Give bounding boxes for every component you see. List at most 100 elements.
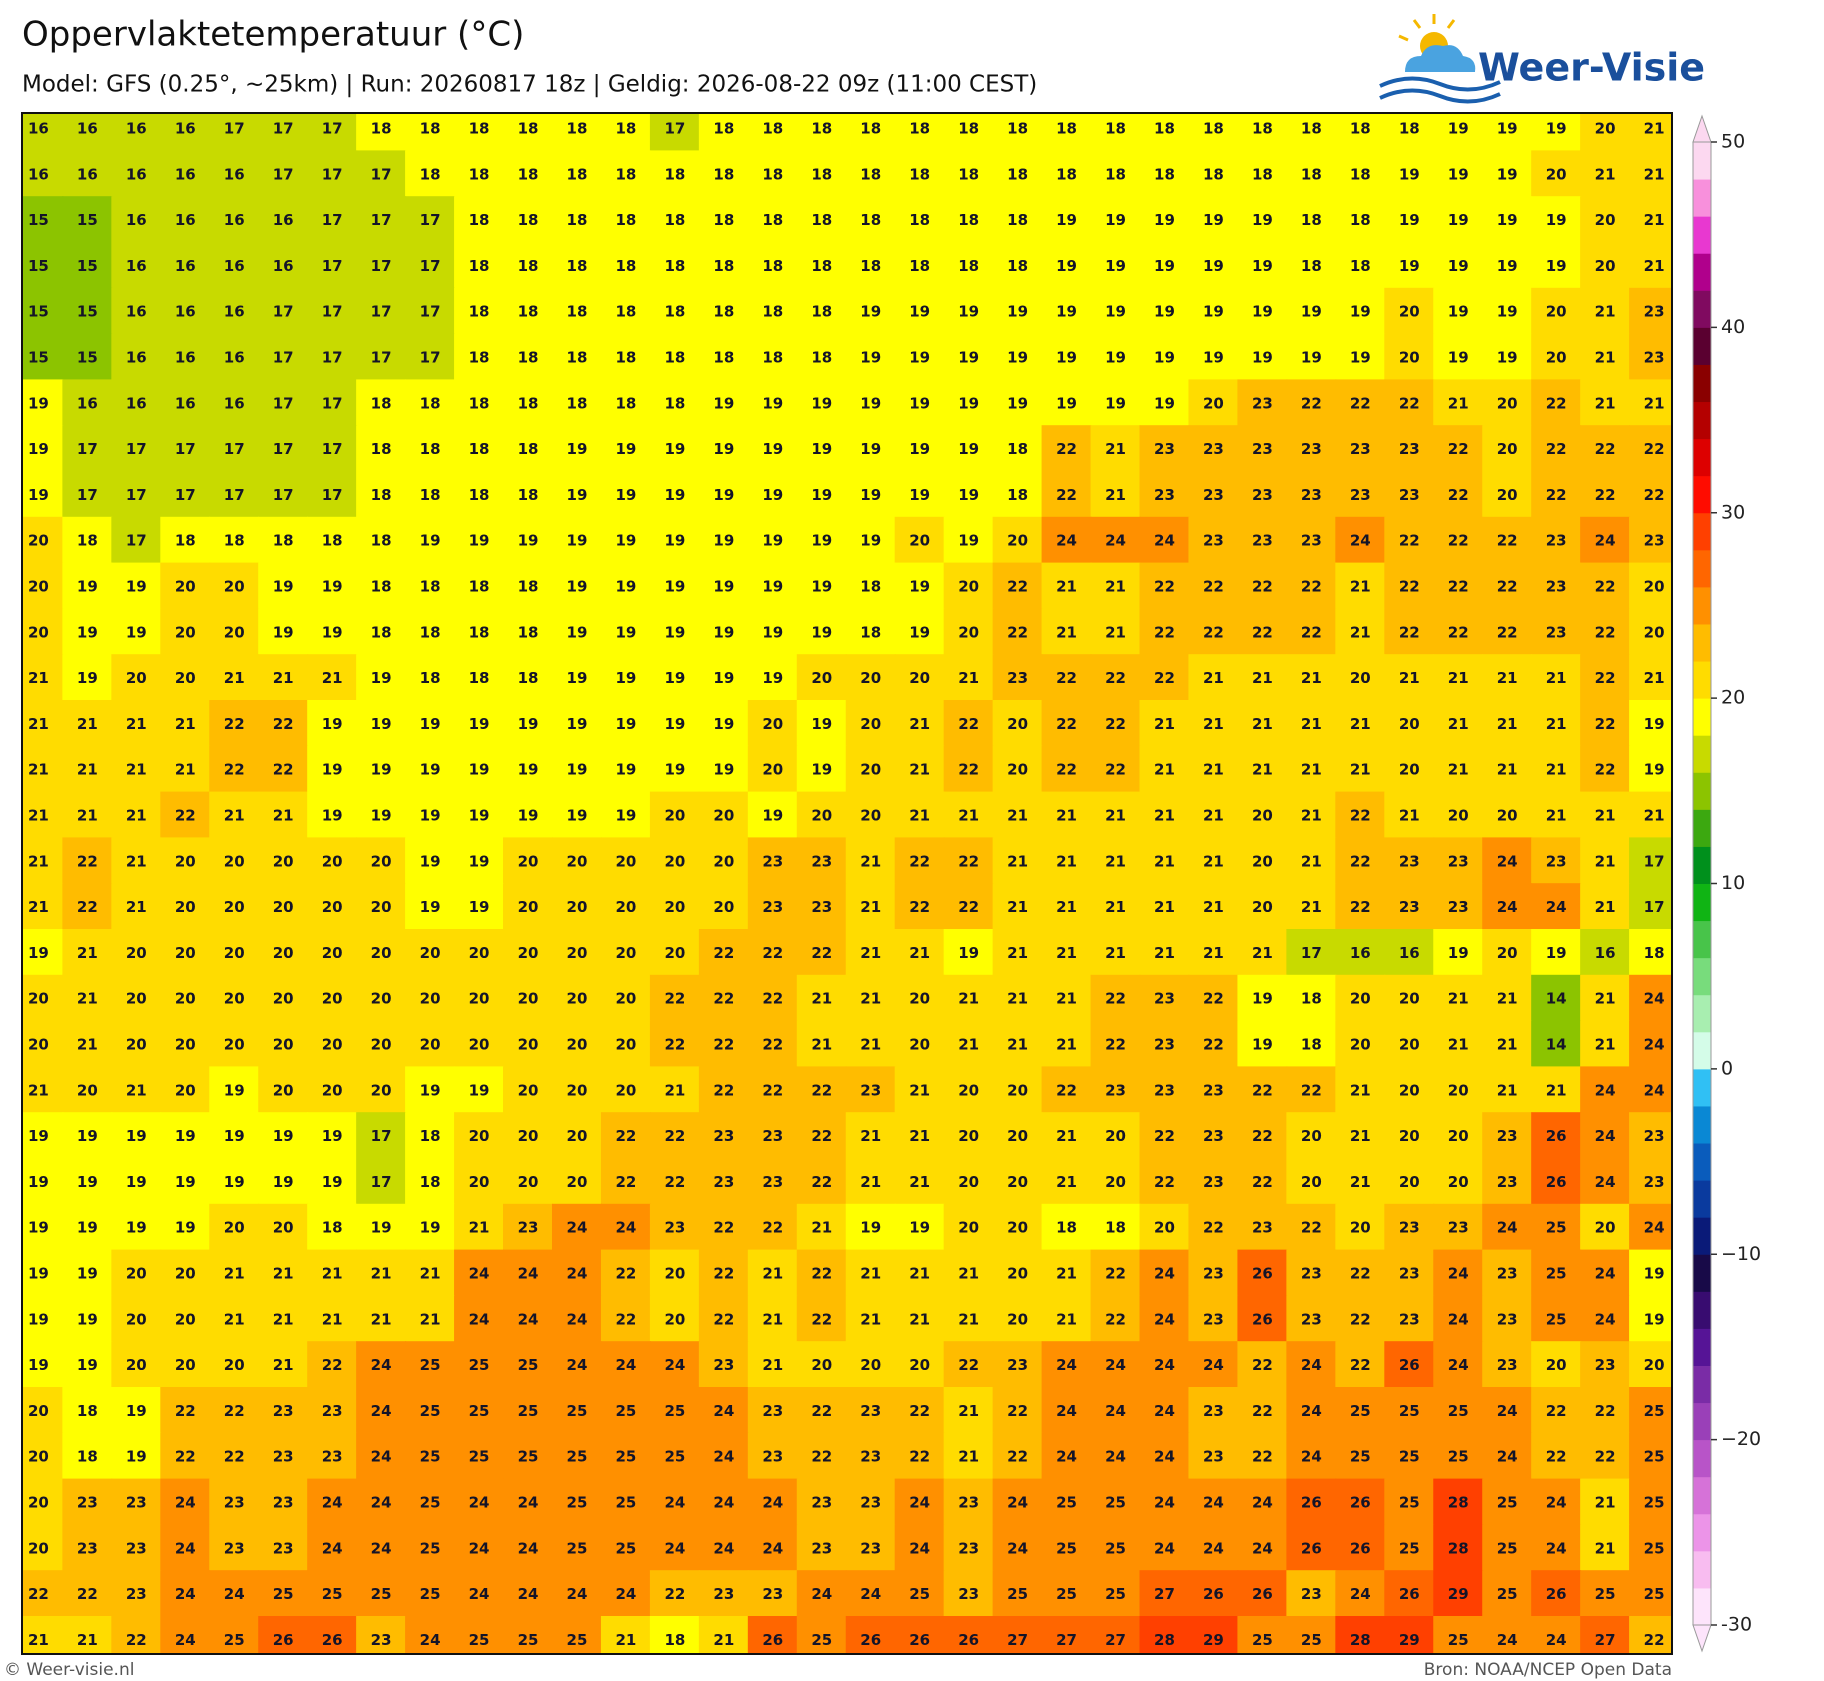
- temperature-cell: [356, 333, 407, 381]
- temperature-value: 23: [860, 1494, 881, 1512]
- temperature-value: 21: [1056, 807, 1077, 825]
- temperature-cell: [1433, 562, 1484, 610]
- colorbar-band: [1693, 438, 1711, 477]
- temperature-cell: [62, 113, 113, 152]
- temperature-value: 22: [1252, 578, 1273, 596]
- temperature-value: 22: [224, 1448, 245, 1466]
- temperature-cell: [551, 1020, 602, 1068]
- temperature-value: 19: [567, 486, 588, 504]
- temperature-cell: [943, 379, 994, 427]
- temperature-cell: [160, 974, 211, 1022]
- temperature-cell: [943, 287, 994, 335]
- temperature-value: 24: [469, 1539, 490, 1557]
- temperature-value: 25: [1497, 1585, 1518, 1603]
- temperature-cell: [22, 1066, 64, 1114]
- temperature-value: 23: [322, 1402, 343, 1420]
- temperature-value: 23: [224, 1539, 245, 1557]
- temperature-cell: [62, 1203, 113, 1251]
- temperature-value: 25: [420, 1494, 441, 1512]
- temperature-value: 18: [762, 165, 783, 183]
- temperature-field: [22, 113, 1672, 1654]
- temperature-cell: [649, 1570, 700, 1617]
- temperature-cell: [1335, 1478, 1386, 1526]
- temperature-value: 17: [322, 257, 343, 275]
- temperature-value: 20: [1399, 990, 1420, 1008]
- temperature-cell: [209, 1524, 260, 1572]
- temperature-value: 18: [909, 165, 930, 183]
- temperature-value: 22: [1301, 578, 1322, 596]
- temperature-cell: [600, 608, 651, 656]
- temperature-value: 20: [224, 944, 245, 962]
- temperature-value: 24: [469, 1310, 490, 1328]
- temperature-value: 23: [762, 1585, 783, 1603]
- temperature-value: 22: [1056, 715, 1077, 733]
- temperature-cell: [111, 883, 162, 930]
- temperature-cell: [405, 113, 456, 152]
- temperature-cell: [62, 242, 113, 289]
- temperature-value: 18: [615, 165, 636, 183]
- temperature-value: 21: [909, 1265, 930, 1283]
- temperature-cell: [1237, 562, 1288, 610]
- temperature-cell: [649, 287, 700, 335]
- temperature-value: 20: [273, 1081, 294, 1099]
- temperature-value: 19: [615, 440, 636, 458]
- temperature-cell: [1139, 883, 1190, 930]
- temperature-cell: [1580, 1432, 1631, 1480]
- temperature-value: 23: [811, 898, 832, 916]
- temperature-value: 24: [175, 1585, 196, 1603]
- temperature-cell: [992, 1295, 1043, 1343]
- temperature-cell: [1286, 562, 1337, 610]
- temperature-value: 18: [860, 578, 881, 596]
- temperature-cell: [845, 425, 896, 472]
- temperature-cell: [1531, 974, 1582, 1022]
- temperature-cell: [405, 1112, 456, 1159]
- temperature-value: 20: [1448, 1081, 1469, 1099]
- temperature-cell: [111, 1341, 162, 1388]
- temperature-cell: [1335, 1432, 1386, 1480]
- temperature-value: 19: [909, 394, 930, 412]
- temperature-cell: [1629, 1203, 1672, 1251]
- temperature-value: 20: [713, 807, 734, 825]
- temperature-cell: [62, 929, 113, 976]
- temperature-value: 19: [1203, 211, 1224, 229]
- temperature-cell: [62, 150, 113, 198]
- temperature-value: 26: [273, 1631, 294, 1649]
- temperature-cell: [1139, 1387, 1190, 1434]
- temperature-value: 21: [1644, 394, 1665, 412]
- temperature-cell: [992, 1020, 1043, 1068]
- temperature-cell: [1188, 562, 1239, 610]
- temperature-cell: [160, 379, 211, 427]
- temperature-cell: [600, 150, 651, 198]
- temperature-value: 22: [1350, 852, 1371, 870]
- temperature-cell: [1433, 1203, 1484, 1251]
- temperature-value: 24: [371, 1539, 392, 1557]
- temperature-value: 24: [371, 1402, 392, 1420]
- temperature-cell: [1482, 608, 1533, 656]
- temperature-cell: [1286, 837, 1337, 885]
- temperature-value: 22: [1105, 990, 1126, 1008]
- temperature-value: 19: [615, 486, 636, 504]
- temperature-value: 19: [1056, 211, 1077, 229]
- temperature-cell: [600, 837, 651, 885]
- temperature-value: 19: [664, 761, 685, 779]
- temperature-cell: [1531, 1203, 1582, 1251]
- temperature-value: 21: [420, 1265, 441, 1283]
- temperature-cell: [1286, 1249, 1337, 1297]
- temperature-cell: [307, 333, 358, 381]
- temperature-value: 18: [420, 578, 441, 596]
- temperature-value: 20: [1448, 1127, 1469, 1145]
- temperature-cell: [796, 287, 847, 335]
- temperature-value: 18: [1644, 944, 1665, 962]
- temperature-cell: [992, 471, 1043, 518]
- temperature-value: 18: [615, 349, 636, 367]
- temperature-value: 19: [860, 1219, 881, 1237]
- temperature-value: 17: [175, 486, 196, 504]
- temperature-cell: [1188, 1112, 1239, 1159]
- temperature-value: 21: [860, 1310, 881, 1328]
- temperature-value: 20: [713, 852, 734, 870]
- temperature-cell: [649, 700, 700, 747]
- temperature-value: 18: [860, 165, 881, 183]
- temperature-cell: [1384, 1341, 1435, 1388]
- temperature-value: 25: [1644, 1494, 1665, 1512]
- temperature-value: 22: [1105, 715, 1126, 733]
